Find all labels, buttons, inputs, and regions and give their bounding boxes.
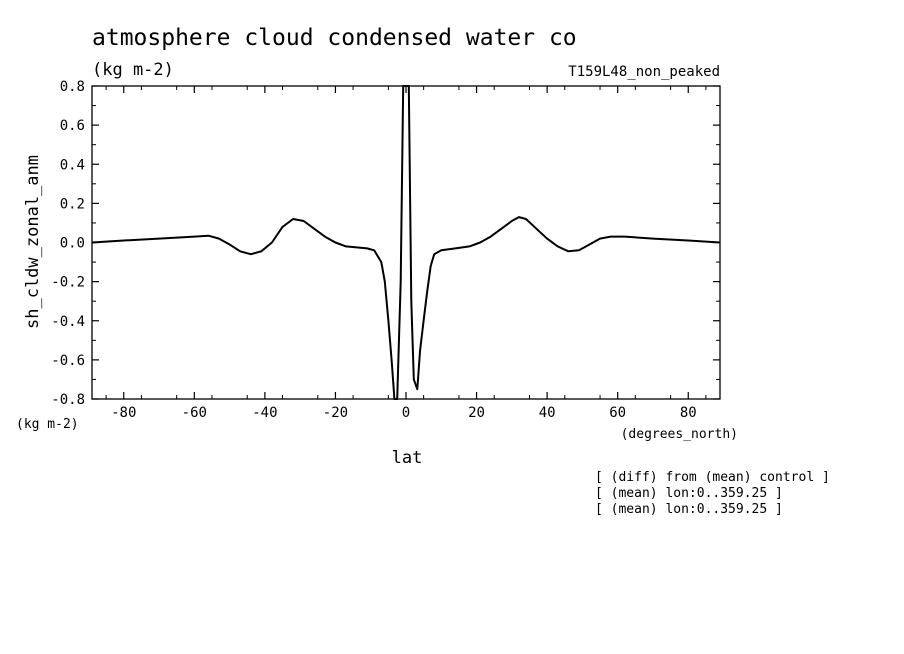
x-axis-units: (degrees_north) [621, 427, 738, 442]
x-tick-label: 40 [539, 405, 556, 421]
x-tick-label: 0 [402, 405, 410, 421]
y-axis: -0.8 -0.6 -0.4 -0.2 0.0 0.2 0.4 0.6 0.8 [51, 79, 720, 408]
x-tick-label: 80 [680, 405, 697, 421]
y-tick-label: -0.6 [51, 353, 85, 369]
x-tick-label: -20 [323, 405, 348, 421]
x-tick-label: 20 [468, 405, 485, 421]
annotation-line-2: [ (mean) lon:0..359.25 ] [595, 486, 783, 501]
x-axis: -80 -60 -40 -20 0 20 40 60 80 [105, 86, 707, 421]
data-series-line [91, 85, 721, 400]
x-tick-label: -80 [111, 405, 136, 421]
y-tick-label: 0.4 [60, 157, 85, 173]
annotation-line-3: [ (mean) lon:0..359.25 ] [595, 502, 783, 517]
x-tick-label: 60 [609, 405, 626, 421]
y-axis-units: (kg m-2) [16, 417, 79, 432]
annotation-line-1: [ (diff) from (mean) control ] [595, 470, 830, 485]
y-tick-label: -0.2 [51, 275, 85, 291]
chart-units: (kg m-2) [92, 60, 174, 80]
y-tick-label: 0.0 [60, 236, 85, 252]
y-tick-label: 0.8 [60, 79, 85, 95]
y-tick-label: -0.4 [51, 314, 85, 330]
y-tick-label: 0.2 [60, 196, 85, 212]
plot-area: -80 -60 -40 -20 0 20 40 60 80 -0.8 -0.6 -0.4 -0.2 0.… [51, 79, 721, 421]
y-tick-label: -0.8 [51, 392, 85, 408]
x-tick-label: -60 [182, 405, 207, 421]
y-axis-label: sh_cldw_zonal_anm [23, 155, 43, 329]
run-label: T159L48_non_peaked [568, 64, 720, 80]
x-axis-label: lat [392, 448, 423, 468]
y-tick-label: 0.6 [60, 118, 85, 134]
chart-title: atmosphere cloud condensed water co [92, 25, 577, 51]
plot-frame [91, 85, 721, 400]
x-tick-label: -40 [252, 405, 277, 421]
